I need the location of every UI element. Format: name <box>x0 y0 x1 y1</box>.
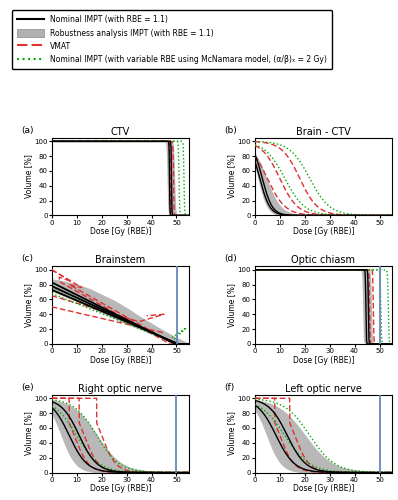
X-axis label: Dose [Gy (RBE)]: Dose [Gy (RBE)] <box>293 484 354 493</box>
Title: Left optic nerve: Left optic nerve <box>285 384 362 394</box>
X-axis label: Dose [Gy (RBE)]: Dose [Gy (RBE)] <box>90 356 151 364</box>
X-axis label: Dose [Gy (RBE)]: Dose [Gy (RBE)] <box>293 227 354 236</box>
Y-axis label: Volume [%]: Volume [%] <box>24 283 33 327</box>
Y-axis label: Volume [%]: Volume [%] <box>24 412 33 456</box>
Title: Right optic nerve: Right optic nerve <box>78 384 162 394</box>
Text: (e): (e) <box>21 383 34 392</box>
Text: (f): (f) <box>224 383 235 392</box>
Y-axis label: Volume [%]: Volume [%] <box>227 412 236 456</box>
Y-axis label: Volume [%]: Volume [%] <box>227 154 236 198</box>
X-axis label: Dose [Gy (RBE)]: Dose [Gy (RBE)] <box>90 484 151 493</box>
Title: Optic chiasm: Optic chiasm <box>291 256 355 266</box>
Title: Brainstem: Brainstem <box>95 256 146 266</box>
Y-axis label: Volume [%]: Volume [%] <box>227 283 236 327</box>
Text: (a): (a) <box>21 126 34 135</box>
Text: (d): (d) <box>224 254 237 264</box>
Text: (b): (b) <box>224 126 237 135</box>
Title: CTV: CTV <box>111 126 130 136</box>
Y-axis label: Volume [%]: Volume [%] <box>24 154 33 198</box>
Title: Brain - CTV: Brain - CTV <box>296 126 351 136</box>
X-axis label: Dose [Gy (RBE)]: Dose [Gy (RBE)] <box>293 356 354 364</box>
Text: (c): (c) <box>21 254 33 264</box>
X-axis label: Dose [Gy (RBE)]: Dose [Gy (RBE)] <box>90 227 151 236</box>
Legend: Nominal IMPT (with RBE = 1.1), Robustness analysis IMPT (with RBE = 1.1), VMAT, : Nominal IMPT (with RBE = 1.1), Robustnes… <box>12 10 332 70</box>
